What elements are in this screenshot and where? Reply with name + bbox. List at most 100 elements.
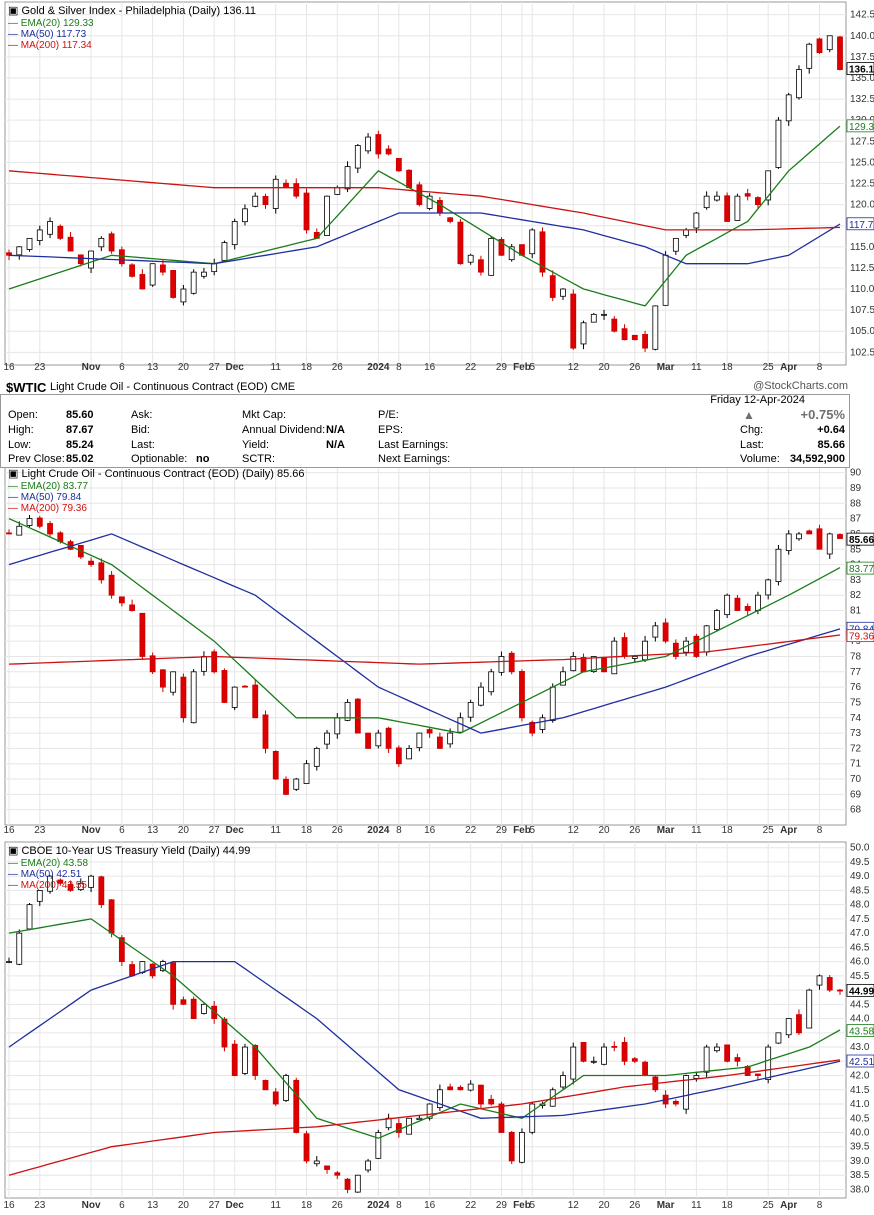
candle (67, 880, 74, 892)
candle (201, 267, 207, 279)
x-tick-label: 27 (209, 825, 221, 836)
candle (744, 603, 751, 616)
candle (283, 776, 289, 796)
candle (672, 237, 679, 255)
x-tick-label: 29 (496, 825, 508, 836)
dividend-label: Annual Dividend: (242, 424, 326, 436)
candle (129, 599, 136, 612)
x-tick-label: 8 (817, 1200, 823, 1211)
x-tick-label: 20 (598, 825, 610, 836)
x-tick-label: Dec (226, 825, 245, 836)
last-value-box (846, 561, 874, 575)
candle (354, 143, 361, 174)
last-value-box (846, 983, 874, 997)
x-tick-label: 16 (424, 1200, 436, 1211)
y-tick-label: 82 (850, 590, 862, 601)
candle (590, 312, 597, 323)
candle (796, 65, 802, 100)
x-tick-label: 2024 (367, 825, 390, 836)
ma200-line (8, 170, 841, 231)
next-earnings-label: Next Earnings: (378, 453, 451, 465)
candle (375, 1129, 382, 1159)
optionable-value: no (196, 453, 210, 465)
candle (98, 236, 105, 252)
y-tick-label: 48.0 (850, 900, 870, 911)
candle (395, 158, 402, 172)
x-tick-label: Mar (657, 1200, 675, 1211)
ema20-line (8, 918, 841, 1139)
x-tick-label: 13 (147, 362, 159, 373)
last-value-label: 79.36 (849, 632, 874, 643)
y-tick-label: 140.0 (850, 31, 874, 42)
candle (416, 732, 423, 752)
candle (313, 1156, 320, 1167)
candle (611, 316, 618, 333)
x-tick-label: Apr (780, 1200, 797, 1211)
candle (324, 1165, 330, 1174)
x-tick-label: 11 (691, 362, 702, 373)
ma200-line (8, 634, 841, 665)
x-tick-label: 11 (691, 1200, 702, 1211)
legend-entry: — MA(200) 117.34 (8, 40, 92, 51)
candle (139, 612, 146, 660)
x-tick-label: 13 (147, 1200, 159, 1211)
change-percent: +0.75% (800, 407, 845, 422)
candle (180, 673, 187, 723)
x-tick-label: 18 (722, 362, 734, 373)
candle (313, 746, 320, 771)
candle (785, 92, 792, 126)
candle (365, 732, 371, 749)
y-tick-label: 125.0 (850, 157, 874, 168)
candle (47, 217, 53, 239)
candle (129, 263, 136, 278)
x-tick-label: 20 (178, 825, 190, 836)
y-tick-label: 81 (850, 606, 862, 617)
x-tick-label: Feb (513, 362, 531, 373)
symbol: $WTIC (6, 380, 47, 395)
candle (139, 269, 146, 290)
candle (354, 1174, 361, 1193)
x-tick-label: 5 (529, 825, 535, 836)
x-tick-label: Nov (82, 362, 101, 373)
candle (272, 175, 279, 214)
y-tick-label: 142.5 (850, 10, 874, 21)
x-tick-label: 22 (465, 362, 477, 373)
candle (498, 651, 505, 676)
y-tick-label: 50.0 (850, 843, 870, 854)
candle (826, 975, 833, 992)
x-tick-label: 16 (3, 1200, 15, 1211)
candle (806, 42, 813, 74)
candle (149, 963, 156, 979)
ma50-line (8, 960, 841, 1119)
candle (221, 668, 228, 703)
candle (601, 1043, 607, 1066)
panel-title: ▣ Gold & Silver Index - Philadelphia (Da… (8, 5, 256, 17)
x-tick-label: Dec (226, 1200, 245, 1211)
y-tick-label: 102.5 (850, 347, 874, 358)
candle (785, 1018, 792, 1038)
candle (837, 35, 843, 71)
y-tick-label: 73 (850, 728, 862, 739)
low-label: Low: (8, 439, 32, 451)
y-tick-label: 110.0 (850, 284, 874, 295)
ma50-line (8, 212, 841, 265)
candle (570, 289, 577, 350)
candle (631, 334, 638, 341)
candle (211, 649, 218, 674)
candle (395, 745, 402, 767)
candle (170, 270, 177, 299)
y-tick-label: 43.0 (850, 1042, 870, 1053)
x-tick-label: Nov (82, 1200, 101, 1211)
candle (662, 618, 669, 644)
x-tick-label: 27 (209, 1200, 221, 1211)
candle (16, 929, 23, 966)
candle (303, 760, 310, 784)
y-tick-label: 69 (850, 789, 862, 800)
x-tick-label: 20 (598, 362, 610, 373)
x-tick-label: 20 (598, 1200, 610, 1211)
candle (26, 514, 33, 528)
candle (539, 227, 546, 277)
last-value-box (846, 1054, 874, 1068)
candle (611, 1041, 618, 1052)
high-value: 87.67 (66, 424, 94, 436)
